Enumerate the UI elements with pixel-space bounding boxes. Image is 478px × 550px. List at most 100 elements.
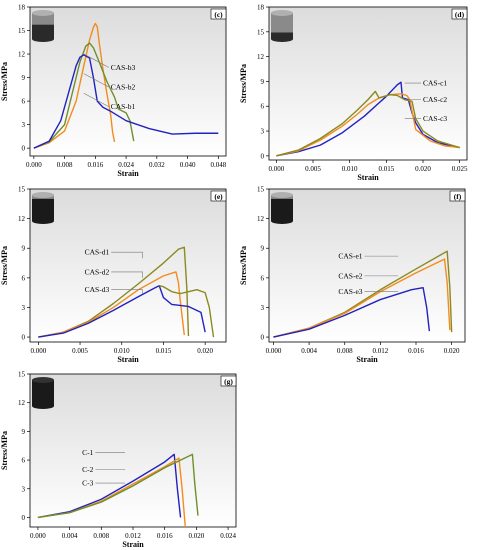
panel-tag: (f) xyxy=(454,192,462,201)
y-tick-label: 0 xyxy=(22,145,26,153)
x-tick-label: 0.016 xyxy=(157,532,173,540)
plot-area xyxy=(268,188,466,343)
panel-2: 0.000 0.005 0.010 0.015 0.020 0 3 6 9 12 15 Strain S… xyxy=(0,186,227,364)
series-line xyxy=(273,287,431,338)
plot-area xyxy=(29,188,227,343)
y-tick-label: 3 xyxy=(22,304,26,312)
x-tick-label: 0.032 xyxy=(149,161,165,169)
y-tick-label: 0 xyxy=(22,334,26,342)
y-tick-label: 9 xyxy=(22,245,26,253)
y-tick-label: 6 xyxy=(22,98,26,106)
x-tick-label: 0.015 xyxy=(156,347,172,355)
plot-area xyxy=(268,6,468,161)
y-tick-label: 9 xyxy=(261,245,265,253)
panel-1: 0.000 0.005 0.010 0.015 0.020 0.025 0 3 6 9 12 15 18… xyxy=(239,4,468,183)
panel-4: 0.000 0.004 0.008 0.012 0.016 0.020 0.024 0 3 6 9 1… xyxy=(0,371,236,550)
y-tick-label: 6 xyxy=(22,457,26,465)
x-tick-label: 0.000 xyxy=(266,347,282,355)
legend-leader xyxy=(83,92,109,107)
y-tick-label: 18 xyxy=(18,4,26,12)
x-tick-label: 0.004 xyxy=(301,347,317,355)
y-tick-label: 3 xyxy=(22,485,26,493)
x-axis-label: Strain xyxy=(357,173,379,182)
legend-label: CAS-b3 xyxy=(111,63,136,72)
panel-tag-box xyxy=(451,8,468,20)
legend-label: C-3 xyxy=(82,479,94,488)
x-tick-label: 0.004 xyxy=(62,532,78,540)
y-tick-label: 15 xyxy=(18,27,26,35)
specimen-cylinder-icon xyxy=(271,192,293,224)
y-tick-label: 9 xyxy=(261,78,265,86)
panel-tag: (e) xyxy=(214,192,223,201)
legend-label: CAS-b1 xyxy=(111,102,136,111)
y-tick-label: 12 xyxy=(257,215,265,223)
y-tick-label: 15 xyxy=(18,186,26,194)
y-tick-label: 12 xyxy=(257,53,265,61)
legend-label: CAS-e1 xyxy=(338,252,362,261)
x-tick-label: 0.016 xyxy=(408,347,424,355)
legend-label: CAS-e3 xyxy=(338,287,362,296)
y-axis-label: Stress/MPa xyxy=(0,246,9,285)
y-tick-label: 0 xyxy=(22,514,26,522)
x-tick-label: 0.008 xyxy=(57,161,73,169)
legend-leader xyxy=(83,53,109,68)
x-tick-label: 0.010 xyxy=(114,347,130,355)
x-tick-label: 0.020 xyxy=(197,347,213,355)
y-tick-label: 6 xyxy=(261,103,265,111)
specimen-cylinder-icon xyxy=(32,10,54,42)
panel-tag: (g) xyxy=(224,377,233,386)
specimen-cylinder-icon xyxy=(271,10,293,42)
legend-label: C-2 xyxy=(82,465,94,474)
x-tick-label: 0.020 xyxy=(189,532,205,540)
series-line xyxy=(37,453,199,519)
x-tick-label: 0.015 xyxy=(378,165,394,173)
series-line xyxy=(276,90,460,157)
x-tick-label: 0.000 xyxy=(30,532,46,540)
legend-label: CAS-d3 xyxy=(85,285,110,294)
y-tick-label: 6 xyxy=(22,274,26,282)
x-tick-label: 0.016 xyxy=(87,161,103,169)
x-tick-label: 0.010 xyxy=(342,165,358,173)
x-tick-label: 0.024 xyxy=(118,161,134,169)
series-line xyxy=(33,54,219,149)
x-axis-label: Strain xyxy=(356,355,378,364)
series-line xyxy=(38,271,185,338)
legend-label: CAS-e2 xyxy=(338,271,362,280)
panel-tag: (d) xyxy=(455,10,465,19)
legend-label: CAS-c1 xyxy=(423,79,447,88)
x-tick-label: 0.048 xyxy=(210,161,226,169)
x-tick-label: 0.012 xyxy=(372,347,388,355)
y-tick-label: 9 xyxy=(22,428,26,436)
legend-leader xyxy=(83,73,109,88)
panel-tag-box xyxy=(210,8,227,20)
series-line xyxy=(159,285,215,338)
panel-tag-box xyxy=(210,190,227,202)
x-tick-label: 0.000 xyxy=(26,161,42,169)
x-tick-label: 0.008 xyxy=(337,347,353,355)
x-tick-label: 0.005 xyxy=(305,165,321,173)
x-tick-label: 0.008 xyxy=(93,532,109,540)
legend-label: C-1 xyxy=(82,448,94,457)
plot-area xyxy=(29,373,237,528)
series-line xyxy=(37,453,182,519)
y-tick-label: 3 xyxy=(261,304,265,312)
x-tick-label: 0.005 xyxy=(72,347,88,355)
x-tick-label: 0.020 xyxy=(415,165,431,173)
legend-label: CAS-c2 xyxy=(423,95,447,104)
y-tick-label: 12 xyxy=(18,215,26,223)
x-tick-label: 0.000 xyxy=(30,347,46,355)
y-axis-label: Stress/MPa xyxy=(0,62,9,101)
legend-label: CAS-d2 xyxy=(85,267,110,276)
y-tick-label: 0 xyxy=(261,334,265,342)
x-tick-label: 0.025 xyxy=(452,165,468,173)
y-tick-label: 15 xyxy=(257,28,265,36)
y-tick-label: 12 xyxy=(18,399,26,407)
legend-label: CAS-c3 xyxy=(423,114,447,123)
series-line xyxy=(33,42,135,149)
panel-tag-box xyxy=(449,190,466,202)
series-line xyxy=(273,258,451,338)
y-tick-label: 15 xyxy=(18,371,26,379)
x-axis-label: Strain xyxy=(122,540,144,549)
x-tick-label: 0.040 xyxy=(180,161,196,169)
